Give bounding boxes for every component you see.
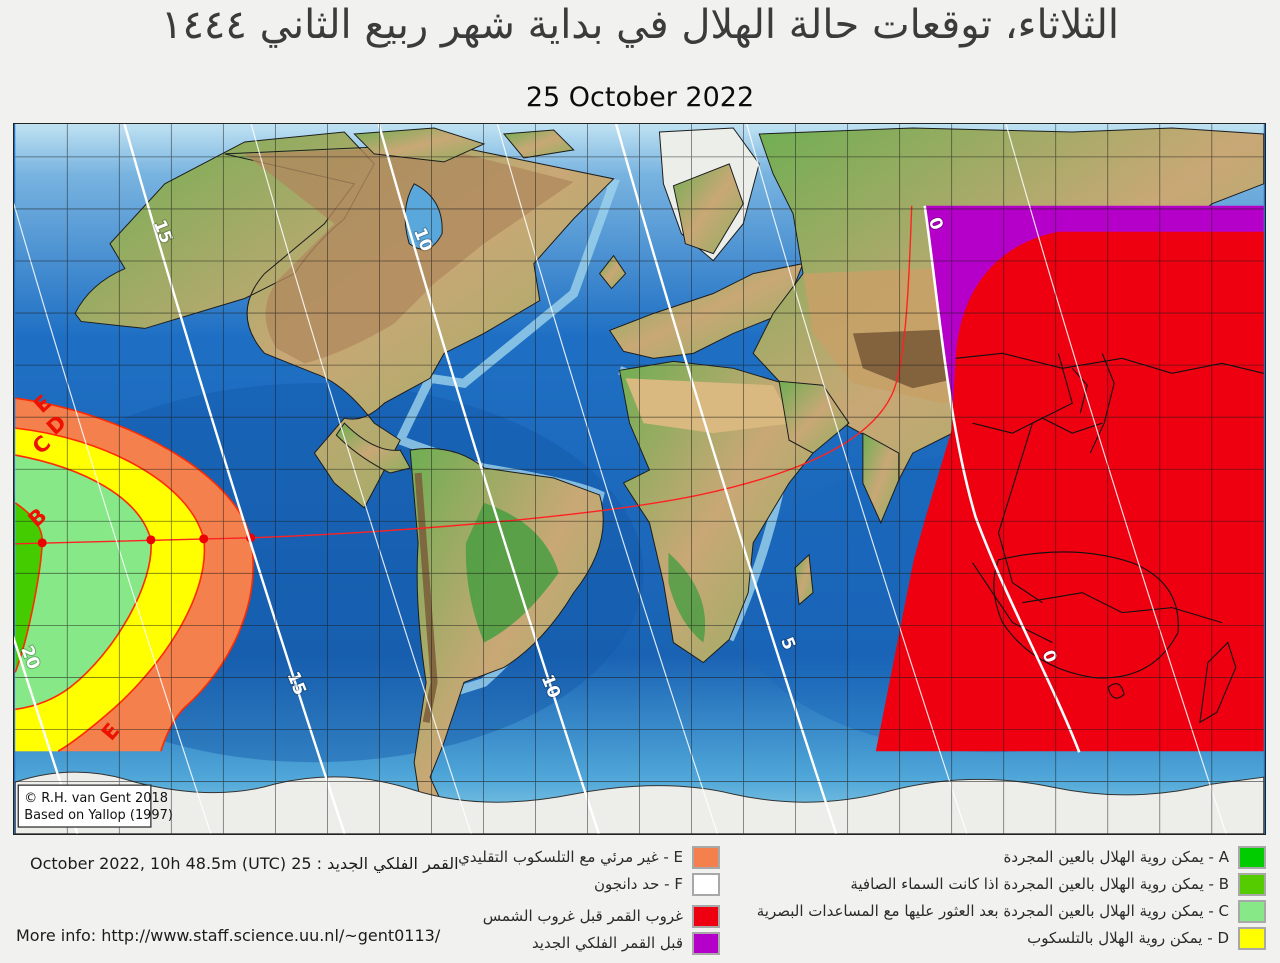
legend-color-swatch (692, 845, 720, 869)
more-info-url[interactable]: More info: http://www.staff.science.uu.n… (16, 926, 441, 945)
legend-label: C - يمكن روية الهلال بالعين المجردة بعد … (756, 902, 1229, 920)
legend-left-row: غروب القمر قبل غروب الشمس (430, 904, 720, 928)
moon-path-line (15, 205, 913, 548)
svg-text:© R.H. van Gent 2018: © R.H. van Gent 2018 (24, 791, 168, 806)
legend-color-swatch (692, 872, 720, 896)
legend-right-row: A - يمكن روية الهلال بالعين المجردة (686, 845, 1266, 869)
legend-right-row: B - يمكن روية الهلال بالعين المجردة اذا … (686, 872, 1266, 896)
coastlines-over-red (955, 352, 1264, 724)
page-subtitle-date: 25 October 2022 (525, 82, 755, 113)
legend-color-swatch (1238, 899, 1266, 923)
legend-left: E - غير مرئي مع التلسكوب التقليدي F - حد … (430, 845, 720, 959)
legend-label: E - غير مرئي مع التلسكوب التقليدي (458, 848, 683, 866)
copyright-box: © R.H. van Gent 2018 Based on Yallop (19… (17, 784, 173, 828)
legend-left-row: F - حد دانجون (430, 872, 720, 896)
legend-right-row: C - يمكن روية الهلال بالعين المجردة بعد … (686, 899, 1266, 923)
visibility-zones-west (14, 397, 254, 752)
zero-contour (923, 205, 1081, 753)
legend-label: D - يمكن روية الهلال بالتلسكوب (1027, 929, 1229, 947)
legend-color-swatch (692, 904, 720, 928)
moonset-before-sunset-zone (875, 231, 1264, 752)
legend-color-swatch (1238, 872, 1266, 896)
legend-label: غروب القمر قبل غروب الشمس (482, 907, 683, 925)
legend-label: قبل القمر الفلكي الجديد (531, 934, 683, 952)
south-america (409, 448, 604, 815)
contour-lines (14, 124, 1227, 834)
legend-right-row: D - يمكن روية الهلال بالتلسكوب (686, 926, 1266, 950)
europe (598, 254, 627, 290)
legend-label: B - يمكن روية الهلال بالعين المجردة اذا … (850, 875, 1229, 893)
new-moon-datetime: القمر الفلكي الجديد : 25 October 2022, 1… (30, 854, 459, 873)
legend-color-swatch (1238, 845, 1266, 869)
legend-left-row: قبل القمر الفلكي الجديد (430, 931, 720, 955)
legend-label: A - يمكن روية الهلال بالعين المجردة (1003, 848, 1229, 866)
legend-color-swatch (1238, 926, 1266, 950)
legend-label: F - حد دانجون (594, 875, 683, 893)
svg-text:Based on Yallop (1997): Based on Yallop (1997) (24, 808, 173, 823)
graticule (15, 124, 1264, 834)
legend-color-swatch (692, 931, 720, 955)
legend-right: A - يمكن روية الهلال بالعين المجردة B - ي… (686, 845, 1266, 954)
footer: القمر الفلكي الجديد : 25 October 2022, 1… (0, 840, 1280, 963)
legend-left-row: E - غير مرئي مع التلسكوب التقليدي (430, 845, 720, 869)
page-title-arabic: الثلاثاء، توقعات حالة الهلال في بداية شه… (160, 2, 1120, 48)
